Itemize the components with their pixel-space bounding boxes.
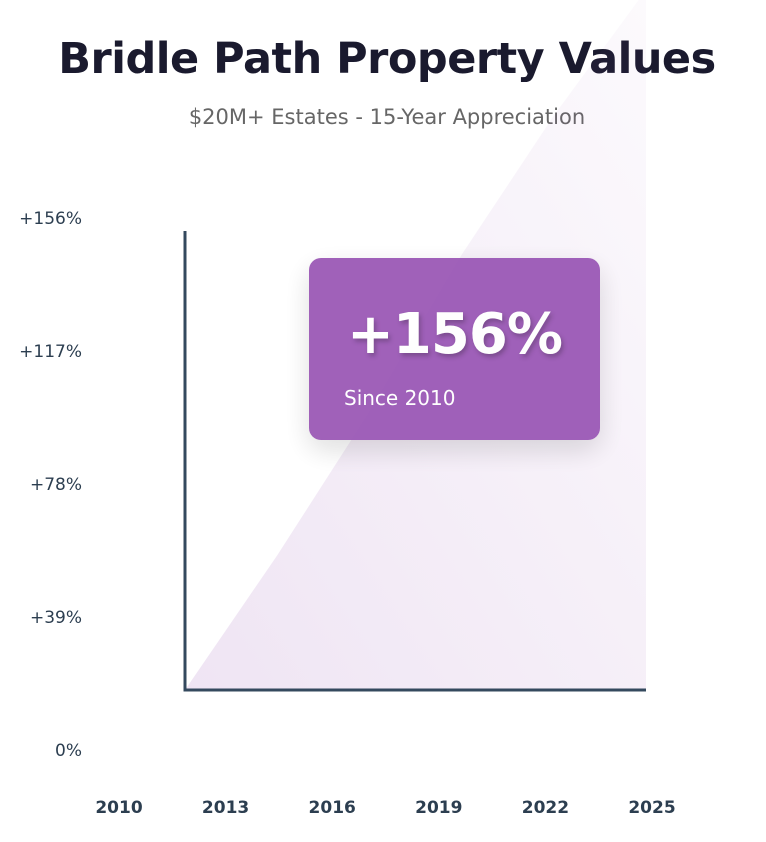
y-tick-label: +117% bbox=[19, 342, 82, 362]
x-tick-label: 2013 bbox=[202, 798, 249, 818]
y-tick-label: 0% bbox=[55, 741, 82, 761]
y-tick-label: +78% bbox=[30, 475, 82, 495]
x-axis-ticks: 2010 2013 2016 2019 2022 2025 bbox=[95, 798, 675, 818]
chart-axes bbox=[183, 231, 646, 692]
x-tick-label: 2016 bbox=[309, 798, 356, 818]
chart-subtitle: $20M+ Estates - 15-Year Appreciation bbox=[188, 105, 586, 129]
x-tick-label: 2025 bbox=[628, 798, 675, 818]
y-tick-label: +39% bbox=[30, 608, 82, 628]
x-tick-label: 2019 bbox=[415, 798, 462, 818]
y-tick-label: +156% bbox=[19, 209, 82, 229]
total-growth-label: Since 2010 bbox=[344, 386, 456, 410]
x-tick-label: 2010 bbox=[95, 798, 142, 818]
y-axis-ticks: 0% +39% +78% +117% +156% bbox=[19, 209, 82, 761]
total-growth-callout: +156% Since 2010 bbox=[309, 258, 600, 440]
total-growth-value: +156% bbox=[347, 302, 563, 367]
x-tick-label: 2022 bbox=[522, 798, 569, 818]
